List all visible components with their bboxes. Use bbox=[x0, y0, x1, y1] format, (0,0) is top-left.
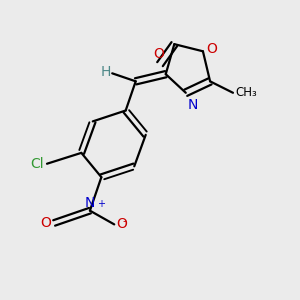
Text: O: O bbox=[40, 216, 51, 230]
Text: N: N bbox=[187, 98, 198, 112]
Text: -: - bbox=[123, 217, 127, 226]
Text: O: O bbox=[153, 47, 164, 61]
Text: N: N bbox=[85, 196, 95, 210]
Text: O: O bbox=[116, 218, 128, 231]
Text: CH₃: CH₃ bbox=[236, 86, 258, 99]
Text: O: O bbox=[207, 42, 218, 56]
Text: H: H bbox=[100, 65, 111, 79]
Text: Cl: Cl bbox=[31, 157, 44, 171]
Text: +: + bbox=[97, 199, 105, 208]
